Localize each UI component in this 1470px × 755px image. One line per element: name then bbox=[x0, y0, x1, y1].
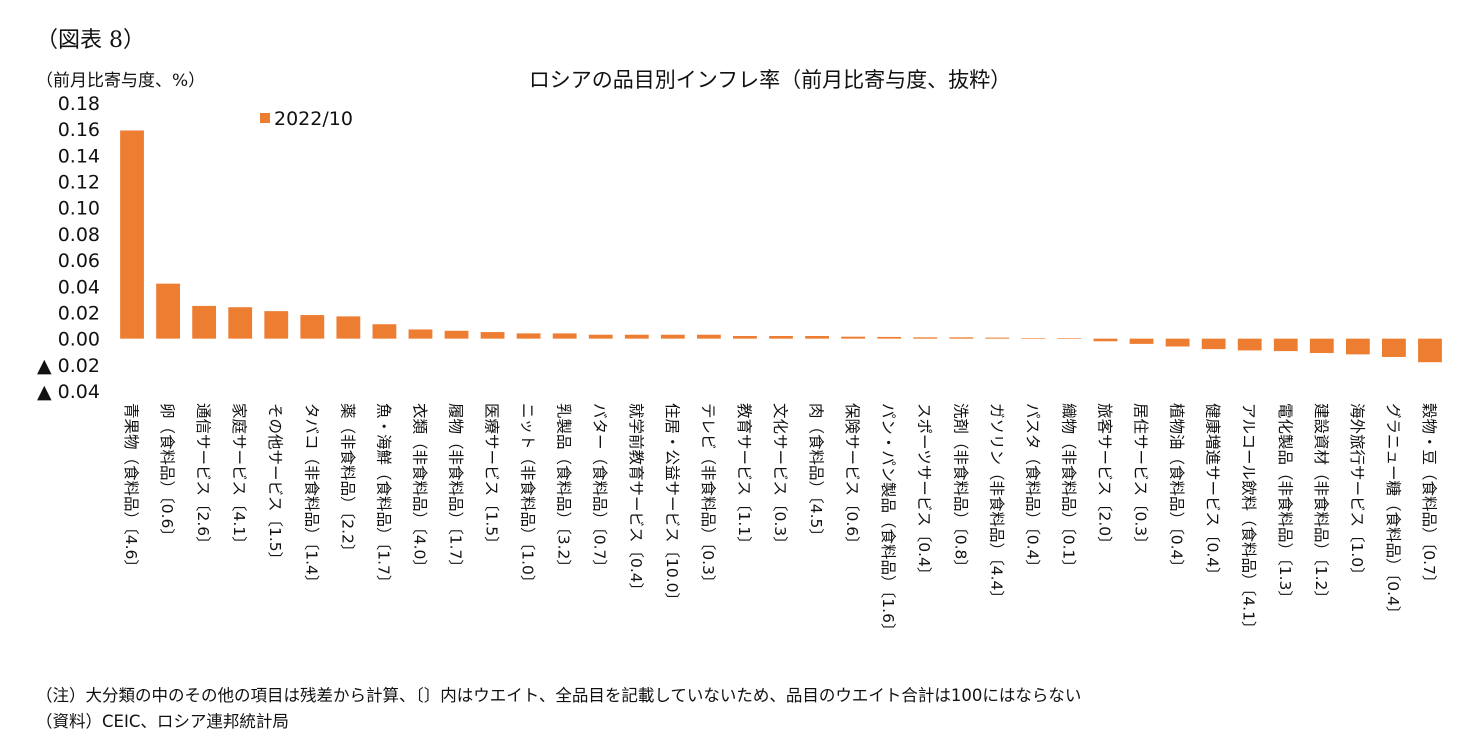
x-tick-label: 通信サービス〔2.6〕 bbox=[194, 403, 212, 552]
y-tick-label: 0.08 bbox=[58, 224, 100, 246]
x-tick-label: 植物油（食料品）〔0.4〕 bbox=[1168, 403, 1186, 575]
x-tick-label: 薬（非食料品）〔2.2〕 bbox=[338, 403, 356, 559]
x-tick-label: パン・パン製品（食料品）〔1.6〕 bbox=[879, 403, 897, 638]
bar bbox=[1237, 338, 1262, 351]
bar bbox=[1418, 338, 1442, 363]
bar bbox=[372, 324, 397, 339]
bar bbox=[588, 334, 613, 339]
bar bbox=[1165, 338, 1190, 347]
y-tick-label: 0.14 bbox=[58, 145, 100, 167]
bar bbox=[733, 336, 757, 339]
y-tick-label: ▲ 0.04 bbox=[37, 381, 100, 403]
bar bbox=[877, 336, 902, 339]
legend-label: 2022/10 bbox=[274, 108, 353, 130]
bar bbox=[192, 305, 217, 339]
x-axis-labels: 青果物（食料品）〔4.6〕 卵（食料品）〔0.6〕 通信サービス〔2.6〕 家庭サービ… bbox=[122, 403, 1438, 638]
x-tick-label: パスタ（食料品）〔0.4〕 bbox=[1023, 403, 1041, 575]
x-tick-label: 洗剤（非食料品）〔0.8〕 bbox=[951, 403, 969, 575]
bar bbox=[1382, 338, 1406, 357]
x-tick-label: グラニュー糖（食料品）〔0.4〕 bbox=[1384, 403, 1402, 621]
bar bbox=[1129, 338, 1154, 344]
x-tick-label: 文化サービス〔0.3〕 bbox=[771, 403, 789, 552]
y-tick-label: ▲ 0.02 bbox=[37, 355, 100, 377]
y-tick-label: 0.04 bbox=[58, 276, 100, 298]
x-tick-label: 旅客サービス〔2.0〕 bbox=[1095, 403, 1113, 552]
y-tick-label: 0.18 bbox=[58, 93, 100, 115]
figure-label: （図表 8） bbox=[36, 28, 145, 53]
x-tick-label: 住居・公益サービス〔10.0〕 bbox=[663, 403, 681, 608]
bar bbox=[769, 336, 793, 339]
x-tick-label: スポーツサービス〔0.4〕 bbox=[915, 403, 933, 582]
bar bbox=[408, 329, 433, 339]
bar bbox=[913, 337, 938, 339]
bar bbox=[660, 334, 685, 339]
x-tick-label: 就学前教育サービス〔0.4〕 bbox=[627, 403, 645, 598]
x-tick-label: 卵（食料品）〔0.6〕 bbox=[158, 403, 176, 544]
x-tick-label: テレビ（非食料品）〔0.3〕 bbox=[699, 403, 717, 590]
bar bbox=[480, 332, 505, 339]
y-tick-label: 0.10 bbox=[58, 198, 100, 220]
x-tick-label: ニット（非食料品）〔1.0〕 bbox=[519, 403, 537, 590]
x-tick-label: バター（食料品）〔0.7〕 bbox=[591, 403, 609, 575]
x-tick-label: 衣類（非食料品）〔4.0〕 bbox=[410, 403, 428, 575]
x-tick-label: 医療サービス〔1.5〕 bbox=[483, 403, 501, 552]
y-tick-label: 0.02 bbox=[58, 302, 100, 324]
x-tick-label: アルコール飲料（食料品）〔4.1〕 bbox=[1240, 403, 1258, 636]
bar bbox=[444, 330, 469, 339]
legend-swatch bbox=[260, 113, 270, 123]
bar bbox=[1021, 338, 1046, 339]
bar bbox=[300, 315, 325, 339]
x-tick-label: 家庭サービス〔4.1〕 bbox=[230, 403, 248, 552]
chart-title: ロシアの品目別インフレ率（前月比寄与度、抜粋） bbox=[528, 68, 1012, 92]
y-tick-label: 0.06 bbox=[58, 250, 100, 272]
bar bbox=[1057, 338, 1082, 339]
x-tick-label: 織物（非食料品）〔0.1〕 bbox=[1059, 403, 1077, 575]
bar bbox=[516, 333, 541, 339]
x-tick-label: 居住サービス〔0.3〕 bbox=[1132, 403, 1150, 552]
bar-chart: 0.18 0.16 0.14 0.12 0.10 0.08 0.06 0.04 0.02 0.00… bbox=[37, 93, 1442, 638]
bar bbox=[1273, 338, 1298, 352]
bar bbox=[552, 333, 577, 339]
y-axis: 0.18 0.16 0.14 0.12 0.10 0.08 0.06 0.04 0.02 0.00… bbox=[37, 93, 100, 403]
x-tick-label: 履物（非食料品）〔1.7〕 bbox=[447, 403, 465, 575]
bar bbox=[1345, 338, 1370, 355]
x-tick-label: 乳製品（食料品）〔3.2〕 bbox=[555, 403, 573, 575]
bar bbox=[985, 337, 1010, 339]
bar bbox=[949, 337, 974, 339]
x-tick-label: 健康増進サービス〔0.4〕 bbox=[1204, 403, 1222, 583]
x-tick-label: その他サービス〔1.5〕 bbox=[266, 403, 284, 567]
bar bbox=[805, 336, 829, 339]
bar bbox=[1309, 338, 1334, 354]
x-tick-label: ガソリン（非食料品）〔4.4〕 bbox=[987, 403, 1005, 606]
y-tick-label: 0.00 bbox=[58, 329, 100, 351]
bar-series bbox=[120, 130, 1442, 363]
y-tick-label: 0.12 bbox=[58, 172, 100, 194]
x-tick-label: 青果物（食料品）〔4.6〕 bbox=[122, 403, 140, 575]
source-note: （資料）CEIC、ロシア連邦統計局 bbox=[36, 712, 289, 731]
bar bbox=[156, 283, 180, 339]
y-tick-label: 0.16 bbox=[58, 119, 100, 141]
footnote: （注）大分類の中のその他の項目は残差から計算、〔〕内はウエイト、全品目を記載して… bbox=[36, 686, 1082, 705]
x-tick-label: 建設資材（非食料品）〔1.2〕 bbox=[1312, 403, 1330, 606]
bar bbox=[696, 334, 721, 339]
bar bbox=[1093, 338, 1118, 342]
bar bbox=[841, 336, 866, 339]
y-axis-unit-label: （前月比寄与度、%） bbox=[36, 71, 206, 91]
bar bbox=[1201, 338, 1226, 350]
x-tick-label: 保険サービス〔0.6〕 bbox=[843, 403, 861, 552]
bar bbox=[120, 130, 144, 339]
bar bbox=[336, 316, 361, 339]
x-tick-label: 肉（食料品）〔4.5〕 bbox=[807, 403, 825, 544]
x-tick-label: 電化製品（非食料品）〔1.3〕 bbox=[1276, 403, 1294, 606]
bar bbox=[264, 311, 289, 339]
bar bbox=[228, 307, 253, 339]
x-tick-label: 魚・海鮮（食料品）〔1.7〕 bbox=[374, 403, 392, 590]
x-tick-label: 教育サービス〔1.1〕 bbox=[735, 403, 753, 552]
x-tick-label: 穀物・豆（食料品）〔0.7〕 bbox=[1420, 403, 1438, 590]
bar bbox=[624, 334, 649, 339]
x-tick-label: 海外旅行サービス〔1.0〕 bbox=[1348, 403, 1366, 583]
legend: 2022/10 bbox=[260, 108, 353, 130]
x-tick-label: タバコ（非食料品）〔1.4〕 bbox=[302, 403, 320, 590]
